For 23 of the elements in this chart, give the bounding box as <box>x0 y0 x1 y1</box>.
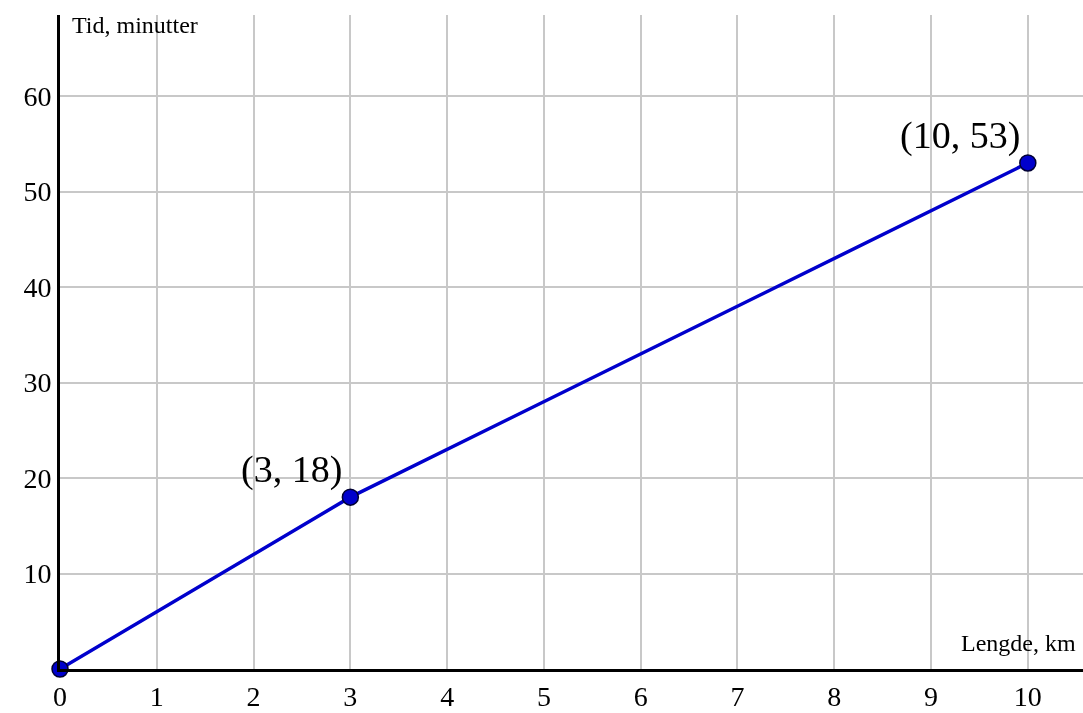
x-tick-label: 3 <box>343 680 358 712</box>
y-tick-label: 40 <box>23 271 52 303</box>
y-tick-label: 10 <box>23 558 52 590</box>
x-tick-label: 2 <box>246 680 261 712</box>
x-tick-label: 9 <box>924 680 939 712</box>
annotation: (3, 18) <box>241 448 343 491</box>
x-tick-label: 5 <box>536 680 551 712</box>
x-tick-label: 0 <box>53 680 67 712</box>
x-tick-label: 1 <box>149 680 164 712</box>
x-axis-title: Lengde, km <box>961 630 1076 656</box>
x-tick-label: 10 <box>1013 680 1042 712</box>
point <box>341 488 360 506</box>
x-tick-label: 6 <box>633 680 648 712</box>
y-tick-label: 60 <box>23 80 52 112</box>
x-tick-label: 4 <box>440 680 455 712</box>
x-tick-label: 8 <box>827 680 842 712</box>
annotation: (10, 53) <box>900 114 1021 157</box>
y-axis-title: Tid, minutter <box>72 12 198 38</box>
y-tick-label: 30 <box>23 367 52 399</box>
y-tick-label: 50 <box>23 176 52 208</box>
point <box>1019 154 1037 172</box>
x-tick-label: 7 <box>730 680 745 712</box>
y-tick-label: 20 <box>23 462 52 494</box>
